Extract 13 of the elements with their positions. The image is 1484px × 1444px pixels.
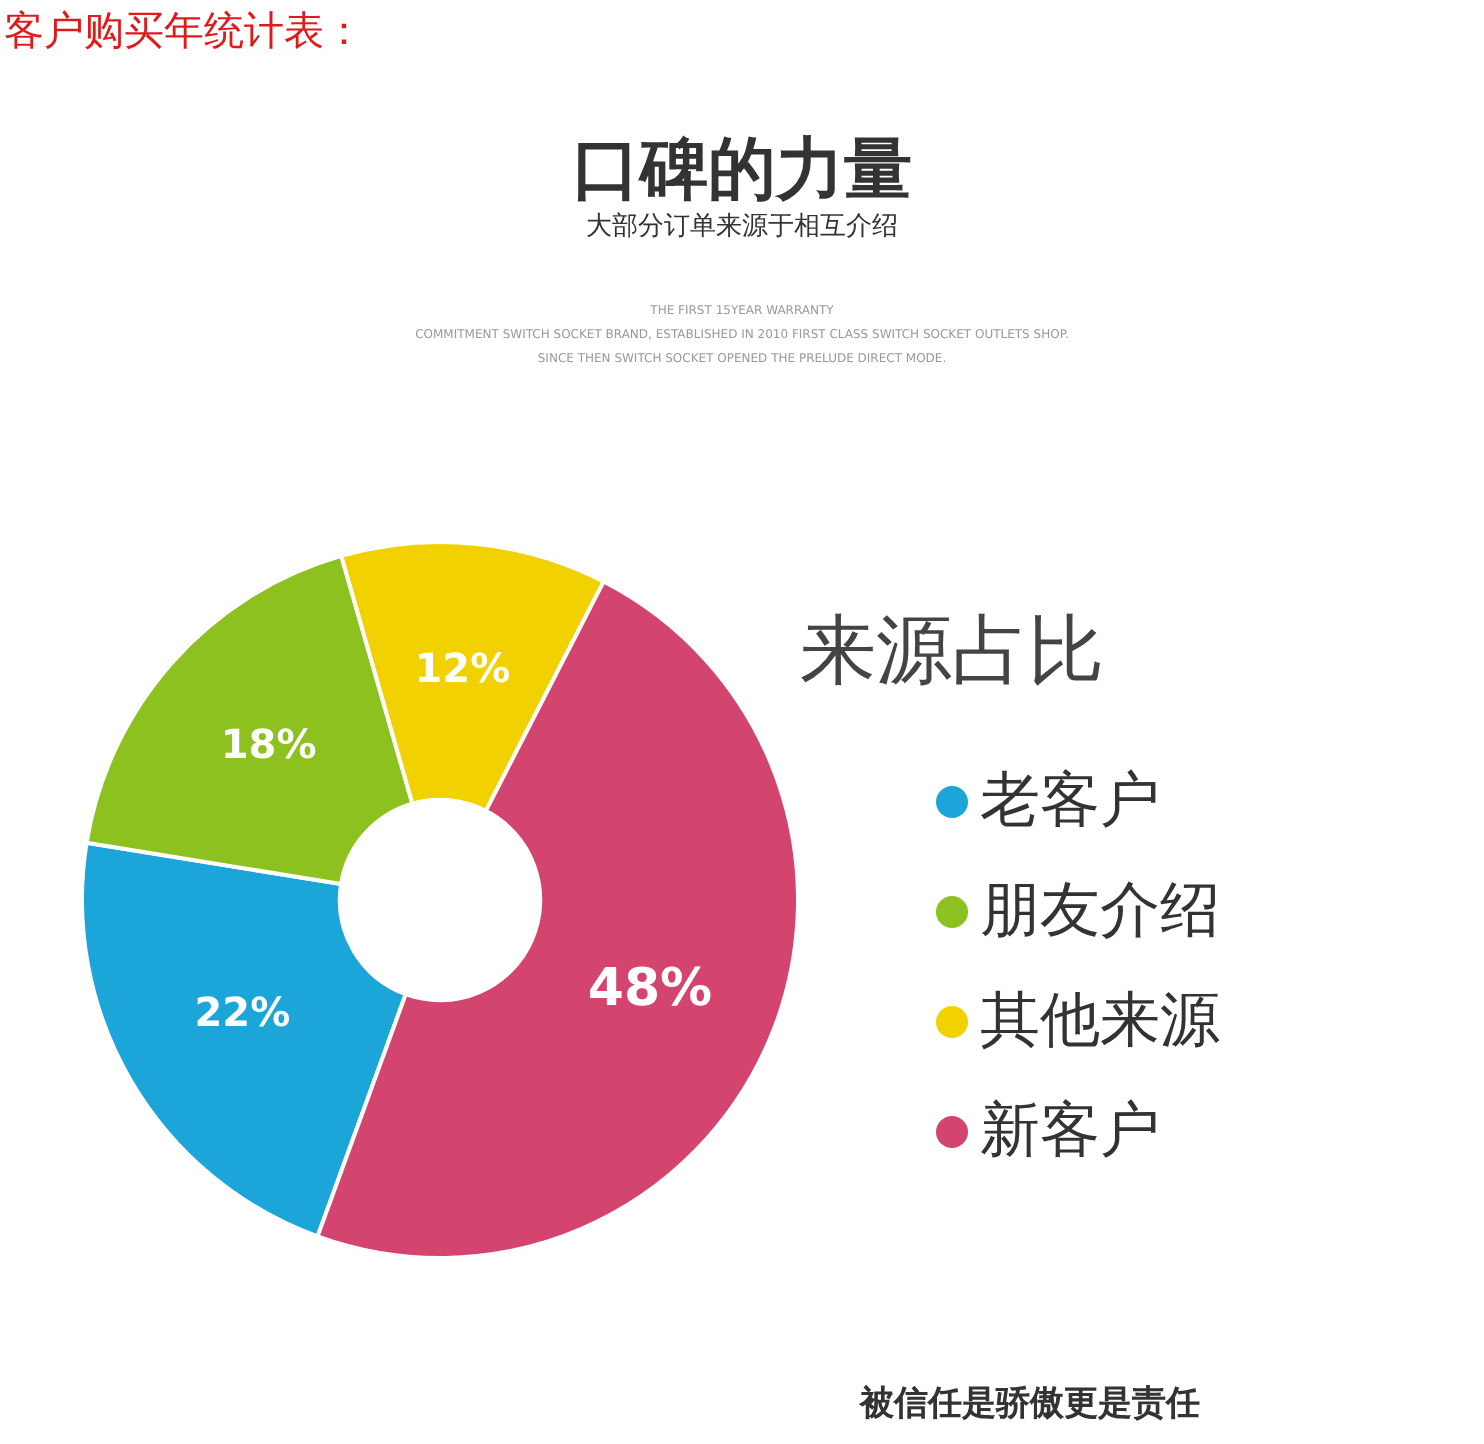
data-label: 48% xyxy=(587,959,713,1020)
data-label: 12% xyxy=(414,644,511,693)
legend-label: 其他来源 xyxy=(980,984,1220,1060)
legend-label: 朋友介绍 xyxy=(980,874,1220,950)
data-label: 22% xyxy=(194,988,291,1037)
legend-label: 新客户 xyxy=(980,1094,1160,1170)
legend-title: 来源占比 xyxy=(800,604,1106,698)
data-label: 18% xyxy=(220,720,317,769)
legend-label: 老客户 xyxy=(980,764,1160,840)
text: 被信任是骄傲更是责任 xyxy=(860,1382,1200,1426)
chart-title: 口碑的力量 xyxy=(572,130,912,210)
chart-subtitle: 大部分订单来源于相互介绍 xyxy=(584,210,900,244)
text: 客户购买年统计表： xyxy=(4,8,364,58)
